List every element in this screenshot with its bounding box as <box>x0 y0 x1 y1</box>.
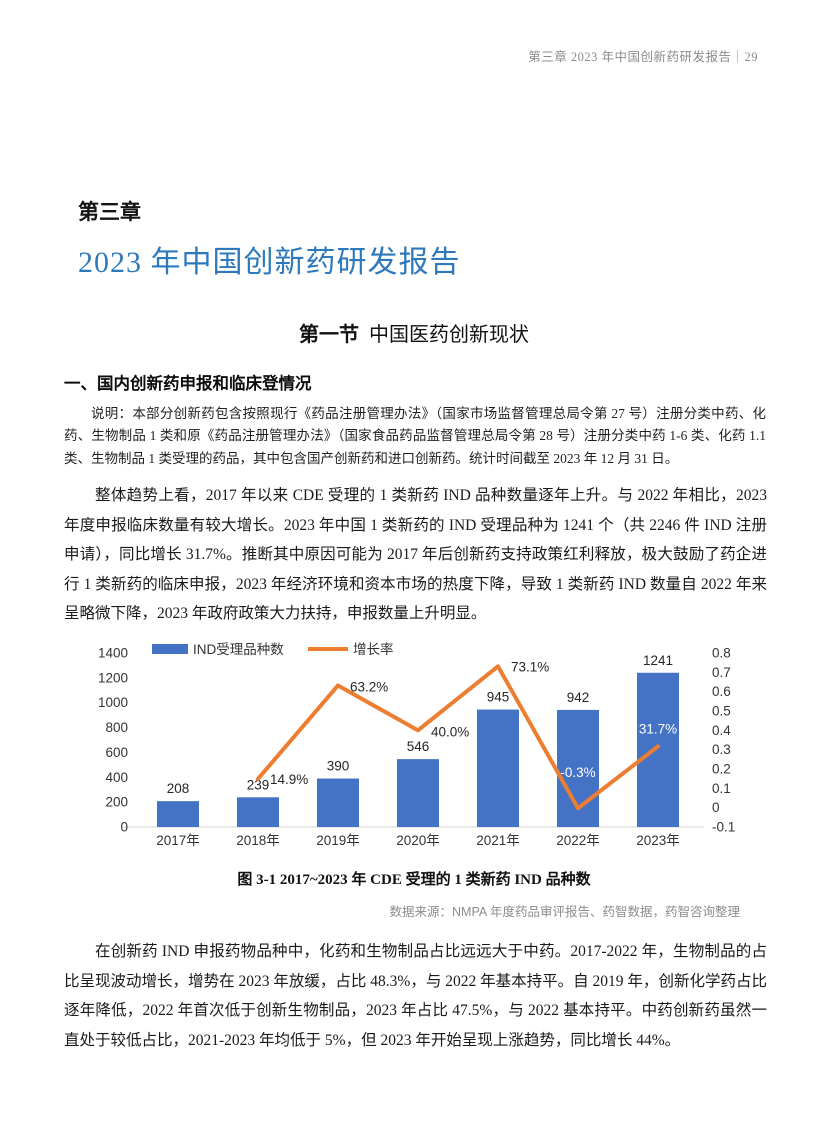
right-axis-tick: 0.3 <box>712 742 731 757</box>
right-axis-tick: 0.5 <box>712 704 731 719</box>
section-title: 中国医药创新现状 <box>369 324 529 346</box>
bar-value-label: 1241 <box>643 653 673 668</box>
subsection-heading: 一、国内创新药申报和临床登情况 <box>64 375 312 393</box>
line-value-label: -0.3% <box>560 765 595 780</box>
left-axis-tick: 400 <box>105 770 128 785</box>
x-axis-tick: 2019年 <box>316 833 360 848</box>
page-header: 第三章 2023 年中国创新药研发报告｜29 <box>528 50 758 64</box>
right-axis-tick: 0.4 <box>712 723 731 738</box>
bar-2019年 <box>317 778 359 827</box>
x-axis-tick: 2020年 <box>396 833 440 848</box>
left-axis-tick: 1200 <box>98 670 128 685</box>
x-axis-tick: 2018年 <box>236 833 280 848</box>
line-value-label: 63.2% <box>350 679 388 694</box>
bar-2023年 <box>637 672 679 827</box>
right-axis-tick: 0 <box>712 800 720 815</box>
line-value-label: 40.0% <box>431 724 469 739</box>
right-axis-tick: 0.6 <box>712 684 731 699</box>
left-axis-tick: 800 <box>105 720 128 735</box>
x-axis-tick: 2022年 <box>556 833 600 848</box>
ind-chart: 1400 1200 1000 800 600 400 200 0 0.8 0.7 0.6 0.5 0.4… <box>80 640 760 855</box>
chapter-number: 第三章 <box>78 201 141 224</box>
x-axis-tick: 2017年 <box>156 833 200 848</box>
legend-line-label: 增长率 <box>353 641 394 657</box>
bar-2020年 <box>397 759 439 827</box>
bar-value-label: 239 <box>247 777 270 792</box>
bar-value-label: 390 <box>327 759 350 774</box>
legend-bar-swatch <box>152 644 188 654</box>
left-axis-tick: 0 <box>120 820 128 835</box>
figure-caption: 图 3-1 2017~2023 年 CDE 受理的 1 类新药 IND 品种数 <box>237 872 591 888</box>
left-axis-tick: 200 <box>105 795 128 810</box>
line-value-label: 31.7% <box>639 721 677 736</box>
right-axis-tick: -0.1 <box>712 820 735 835</box>
left-axis-tick: 1000 <box>98 695 128 710</box>
bar-2021年 <box>477 709 519 827</box>
right-axis-tick: 0.1 <box>712 781 731 796</box>
line-value-label: 14.9% <box>270 772 308 787</box>
legend-bar-label: IND受理品种数 <box>193 642 284 657</box>
body-paragraph-2: 在创新药 IND 申报药物品种中，化药和生物制品占比远远大于中药。2017-20… <box>64 943 767 1049</box>
bar-value-label: 208 <box>167 781 190 796</box>
bar-2018年 <box>237 797 279 827</box>
bar-value-label: 942 <box>567 690 590 705</box>
bar-value-label: 945 <box>487 690 510 705</box>
note-paragraph: 说明：本部分创新药包含按照现行《药品注册管理办法》（国家市场监督管理总局令第 2… <box>64 406 766 466</box>
left-axis-tick: 600 <box>105 745 128 760</box>
section-heading: 第一节 中国医药创新现状 <box>64 318 764 347</box>
right-axis-tick: 0.2 <box>712 762 731 777</box>
left-axis-tick: 1400 <box>98 646 128 661</box>
bar-value-label: 546 <box>407 739 430 754</box>
body-paragraph-1: 整体趋势上看，2017 年以来 CDE 受理的 1 类新药 IND 品种数量逐年… <box>64 487 767 623</box>
x-axis-tick: 2021年 <box>476 833 520 848</box>
bar-line-chart: 1400 1200 1000 800 600 400 200 0 0.8 0.7 0.6 0.5 0.4… <box>98 641 735 848</box>
section-number: 第一节 <box>299 324 359 346</box>
bar-2017年 <box>157 801 199 827</box>
data-source-note: 数据来源：NMPA 年度药品审评报告、药智数据，药智咨询整理 <box>389 905 740 919</box>
growth-rate-line <box>256 664 660 811</box>
right-axis-tick: 0.7 <box>712 665 731 680</box>
x-axis-tick: 2023年 <box>636 833 680 848</box>
right-axis-tick: 0.8 <box>712 646 731 661</box>
line-value-label: 73.1% <box>511 659 549 674</box>
chapter-title: 2023 年中国创新药研发报告 <box>78 246 461 279</box>
